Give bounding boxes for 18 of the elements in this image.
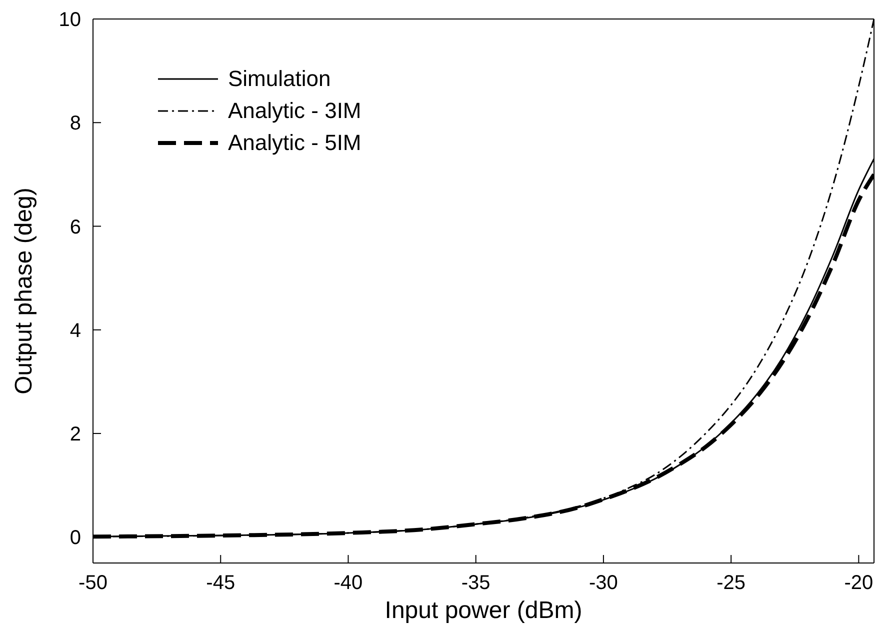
y-tick-label: 4 bbox=[70, 320, 81, 342]
legend-label: Simulation bbox=[228, 66, 331, 92]
y-tick-label: 6 bbox=[70, 216, 81, 238]
y-tick-label: 10 bbox=[58, 9, 81, 32]
x-tick-label: -45 bbox=[206, 572, 236, 594]
legend-label: Analytic - 5IM bbox=[228, 130, 362, 156]
x-axis-title: Input power (dBm) bbox=[384, 597, 582, 624]
x-tick-label: -35 bbox=[461, 572, 490, 594]
x-tick-label: -20 bbox=[844, 572, 874, 594]
x-tick-label: -30 bbox=[589, 572, 618, 594]
y-axis-title: Output phase (deg) bbox=[10, 188, 38, 394]
y-tick-label: 8 bbox=[70, 112, 81, 135]
legend-label: Analytic - 3IM bbox=[228, 98, 362, 124]
x-tick-label: -40 bbox=[334, 572, 363, 594]
y-tick-label: 0 bbox=[70, 527, 81, 550]
y-tick-label: 2 bbox=[70, 424, 81, 446]
x-tick-label: -25 bbox=[716, 572, 746, 594]
x-tick-label: -50 bbox=[78, 572, 108, 594]
